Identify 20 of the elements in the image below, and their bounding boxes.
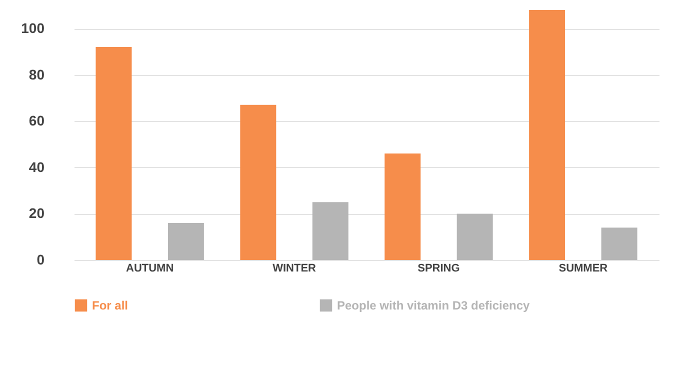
x-tick-label: WINTER <box>272 262 316 274</box>
y-tick-label: 0 <box>36 252 45 268</box>
bar <box>384 154 421 260</box>
legend-label: People with vitamin D3 deficiency <box>337 298 530 312</box>
bar <box>529 10 566 260</box>
y-tick-label: 80 <box>28 66 45 82</box>
legend-label: For all <box>92 298 128 312</box>
x-tick-label: SUMMER <box>558 262 608 274</box>
y-tick-label: 100 <box>21 20 45 36</box>
bar <box>240 104 276 260</box>
y-tick-label: 60 <box>28 112 45 129</box>
bar <box>96 47 132 260</box>
x-tick-label: AUTUMN <box>126 262 174 274</box>
bar <box>456 214 493 260</box>
x-tick-label: SPRING <box>418 262 460 274</box>
bar <box>601 228 638 260</box>
y-tick-label: 40 <box>28 158 45 175</box>
bar <box>168 222 204 260</box>
y-tick-label: 20 <box>28 205 45 222</box>
bar <box>312 202 348 260</box>
